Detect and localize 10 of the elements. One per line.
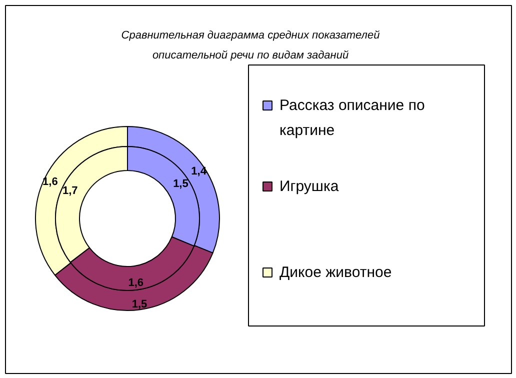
data-label: 1,6 — [42, 176, 58, 188]
legend-label: Рассказ описание по картине — [280, 97, 425, 139]
legend-label: Дикое животное — [280, 264, 392, 281]
data-label: 1,5 — [132, 298, 148, 311]
data-label: 1,7 — [62, 185, 78, 198]
data-label: 1,6 — [128, 276, 144, 289]
data-label: 1,4 — [191, 165, 208, 178]
legend-label: Игрушка — [280, 178, 340, 195]
chart-title: Сравнительная диаграмма средних показателей описательной речи по видам заданий — [121, 30, 380, 62]
data-label: 1,5 — [173, 178, 188, 190]
